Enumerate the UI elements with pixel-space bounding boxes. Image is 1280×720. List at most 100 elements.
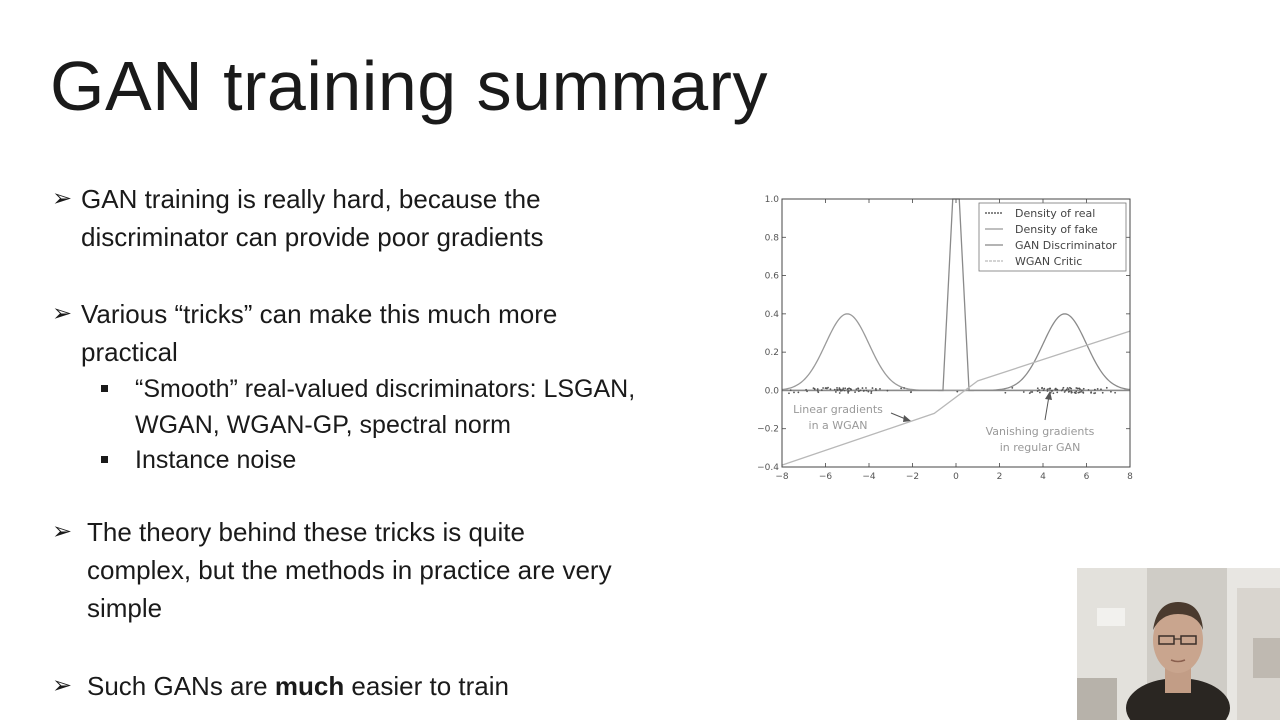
emphasis-much: much [274, 671, 345, 701]
sample-point [1048, 387, 1051, 390]
sample-point [909, 391, 912, 394]
bullet-3-text: The theory behind these tricks is quite … [87, 517, 612, 623]
sample-point [833, 388, 836, 391]
sub-bullet-1: “Smooth” real-valued discriminators: LSG… [101, 371, 681, 443]
sample-point [820, 389, 823, 391]
annotation-vanishing-line1: Vanishing gradients [986, 425, 1095, 438]
x-tick-label: 2 [997, 472, 1003, 482]
sample-point [822, 387, 824, 389]
sample-point [863, 389, 865, 392]
sample-point [1056, 391, 1059, 394]
x-tick-label: 6 [1084, 472, 1090, 482]
annotation-linear-line2: in a WGAN [809, 419, 868, 432]
sample-point [1054, 387, 1057, 390]
sample-point [900, 387, 903, 390]
sample-point [827, 386, 829, 389]
sample-point [867, 390, 870, 393]
sample-point [1090, 391, 1092, 394]
y-tick-label: −0.4 [757, 463, 779, 473]
sample-point [836, 387, 838, 389]
y-tick-label: 1.0 [765, 195, 780, 205]
bullet-1-text: GAN training is really hard, because the… [81, 184, 544, 252]
sample-point [1075, 387, 1078, 389]
plot-frame [781, 198, 1131, 468]
sample-point [1110, 390, 1112, 393]
sample-point [1105, 386, 1108, 389]
sub-bullet-1-text: “Smooth” real-valued discriminators: LSG… [135, 375, 636, 439]
sample-point [1043, 387, 1046, 390]
sample-point [812, 387, 815, 390]
sample-point [870, 390, 873, 393]
sample-point [1096, 387, 1099, 390]
sample-point [839, 388, 842, 391]
sample-point [1082, 387, 1085, 390]
bullet-2: ➢ Various “tricks” can make this much mo… [52, 295, 652, 371]
bullet-3: ➢ The theory behind these tricks is quit… [52, 513, 632, 627]
x-tick-label: 0 [953, 472, 959, 482]
sample-point [848, 387, 850, 390]
sample-point [842, 387, 845, 390]
sample-point [1036, 387, 1039, 390]
sample-point [861, 387, 864, 389]
y-tick-label: 0.4 [765, 310, 780, 320]
sample-points [788, 386, 1117, 395]
sample-point [797, 391, 800, 394]
y-tick-label: 0.6 [765, 272, 780, 282]
arrow-bullet-icon: ➢ [52, 185, 73, 212]
sample-point [1101, 391, 1104, 394]
sample-point [805, 388, 808, 391]
bullet-2-text: Various “tricks” can make this much more… [81, 299, 558, 367]
annotation-vanishing: Vanishing gradients in regular GAN [986, 391, 1095, 454]
sample-point [788, 392, 790, 395]
chart-legend: Density of real Density of fake GAN Disc… [978, 202, 1127, 272]
sample-point [1030, 391, 1032, 393]
arrow-bullet-icon: ➢ [52, 672, 73, 699]
sample-point [834, 391, 837, 393]
sample-point [1080, 389, 1083, 392]
sample-point [829, 388, 832, 391]
sample-point [865, 387, 867, 389]
sample-point [903, 387, 906, 389]
annotation-linear: Linear gradients in a WGAN [793, 403, 911, 432]
sample-point [1038, 391, 1041, 394]
sample-point [1100, 388, 1102, 391]
sample-point [1069, 386, 1071, 389]
sample-point [1064, 389, 1067, 392]
sample-point [1078, 391, 1081, 394]
sample-point [1028, 392, 1031, 395]
sample-point [857, 387, 859, 390]
x-tick-label: −8 [775, 472, 789, 482]
sample-point [1011, 386, 1014, 389]
sample-point [855, 388, 858, 391]
sample-point [1067, 388, 1070, 391]
sample-point [844, 387, 847, 390]
y-tick-label: −0.2 [757, 425, 779, 435]
sample-point [789, 389, 792, 391]
sample-point [865, 389, 868, 392]
sample-point [1036, 390, 1039, 392]
sample-point [816, 389, 819, 392]
sample-point [1065, 388, 1068, 391]
square-bullet-icon [101, 385, 108, 392]
sample-point [1066, 387, 1069, 389]
sample-point [806, 390, 808, 393]
slide-title: GAN training summary [50, 47, 768, 125]
sample-point [843, 389, 846, 392]
sample-point [839, 389, 842, 392]
sub-bullet-2-text: Instance noise [135, 446, 297, 474]
legend-fake: Density of fake [1015, 223, 1098, 236]
y-tick-label: 0.2 [765, 348, 779, 358]
x-tick-label: 4 [1040, 472, 1046, 482]
sample-point [1076, 387, 1079, 390]
sample-point [1056, 388, 1059, 391]
webcam-feed [1077, 568, 1280, 720]
arrow-bullet-icon: ➢ [52, 300, 73, 327]
sample-point [793, 391, 795, 394]
sample-point [1082, 392, 1085, 394]
bullet-4: ➢ Such GANs are much easier to train [52, 667, 652, 705]
sub-bullet-2: Instance noise [101, 442, 681, 478]
sample-point [850, 388, 853, 391]
sample-point [1063, 391, 1066, 393]
sample-point [1060, 389, 1063, 392]
sample-point [1031, 391, 1034, 393]
